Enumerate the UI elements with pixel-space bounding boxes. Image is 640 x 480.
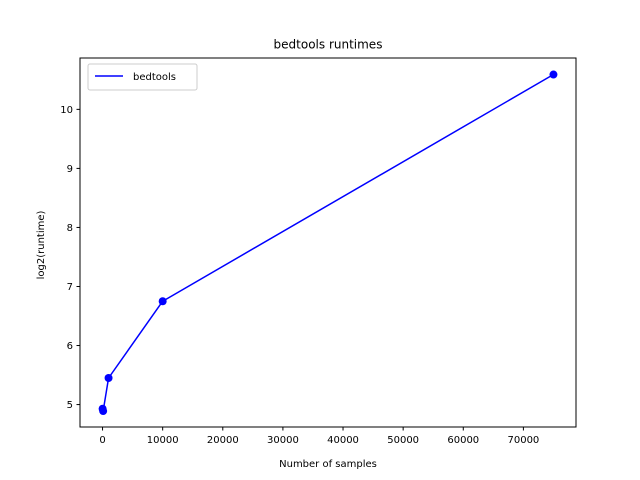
y-tick-label: 5 <box>67 400 73 411</box>
axes-frame <box>79 57 577 428</box>
data-point <box>99 407 108 416</box>
x-tick-label: 40000 <box>327 435 359 446</box>
y-tick-label: 6 <box>67 341 73 352</box>
x-tick-label: 0 <box>99 435 105 446</box>
x-tick-label: 10000 <box>147 435 179 446</box>
y-tick-label: 8 <box>67 223 73 234</box>
legend-label-bedtools: bedtools <box>133 72 176 83</box>
x-tick-label: 70000 <box>507 435 539 446</box>
x-tick-label: 50000 <box>387 435 419 446</box>
x-axis-title: Number of samples <box>279 459 377 470</box>
x-tick-label: 20000 <box>207 435 239 446</box>
y-tick-label: 9 <box>67 164 73 175</box>
x-tick-label: 30000 <box>267 435 299 446</box>
legend: bedtools <box>87 63 198 91</box>
data-point <box>158 297 167 306</box>
plot-area <box>98 70 558 416</box>
x-axis-ticks: 0 10000 20000 30000 40000 50000 60000 70000 <box>99 427 539 446</box>
data-point <box>104 373 113 382</box>
legend-box <box>87 63 198 91</box>
chart-title: bedtools runtimes <box>274 38 383 52</box>
y-axis-ticks: 5 6 7 8 9 10 <box>60 105 80 411</box>
y-axis-title: log2(runtime) <box>36 211 47 280</box>
x-tick-label: 60000 <box>447 435 479 446</box>
data-point <box>549 70 558 79</box>
y-tick-label: 7 <box>67 282 73 293</box>
y-tick-label: 10 <box>60 105 73 116</box>
